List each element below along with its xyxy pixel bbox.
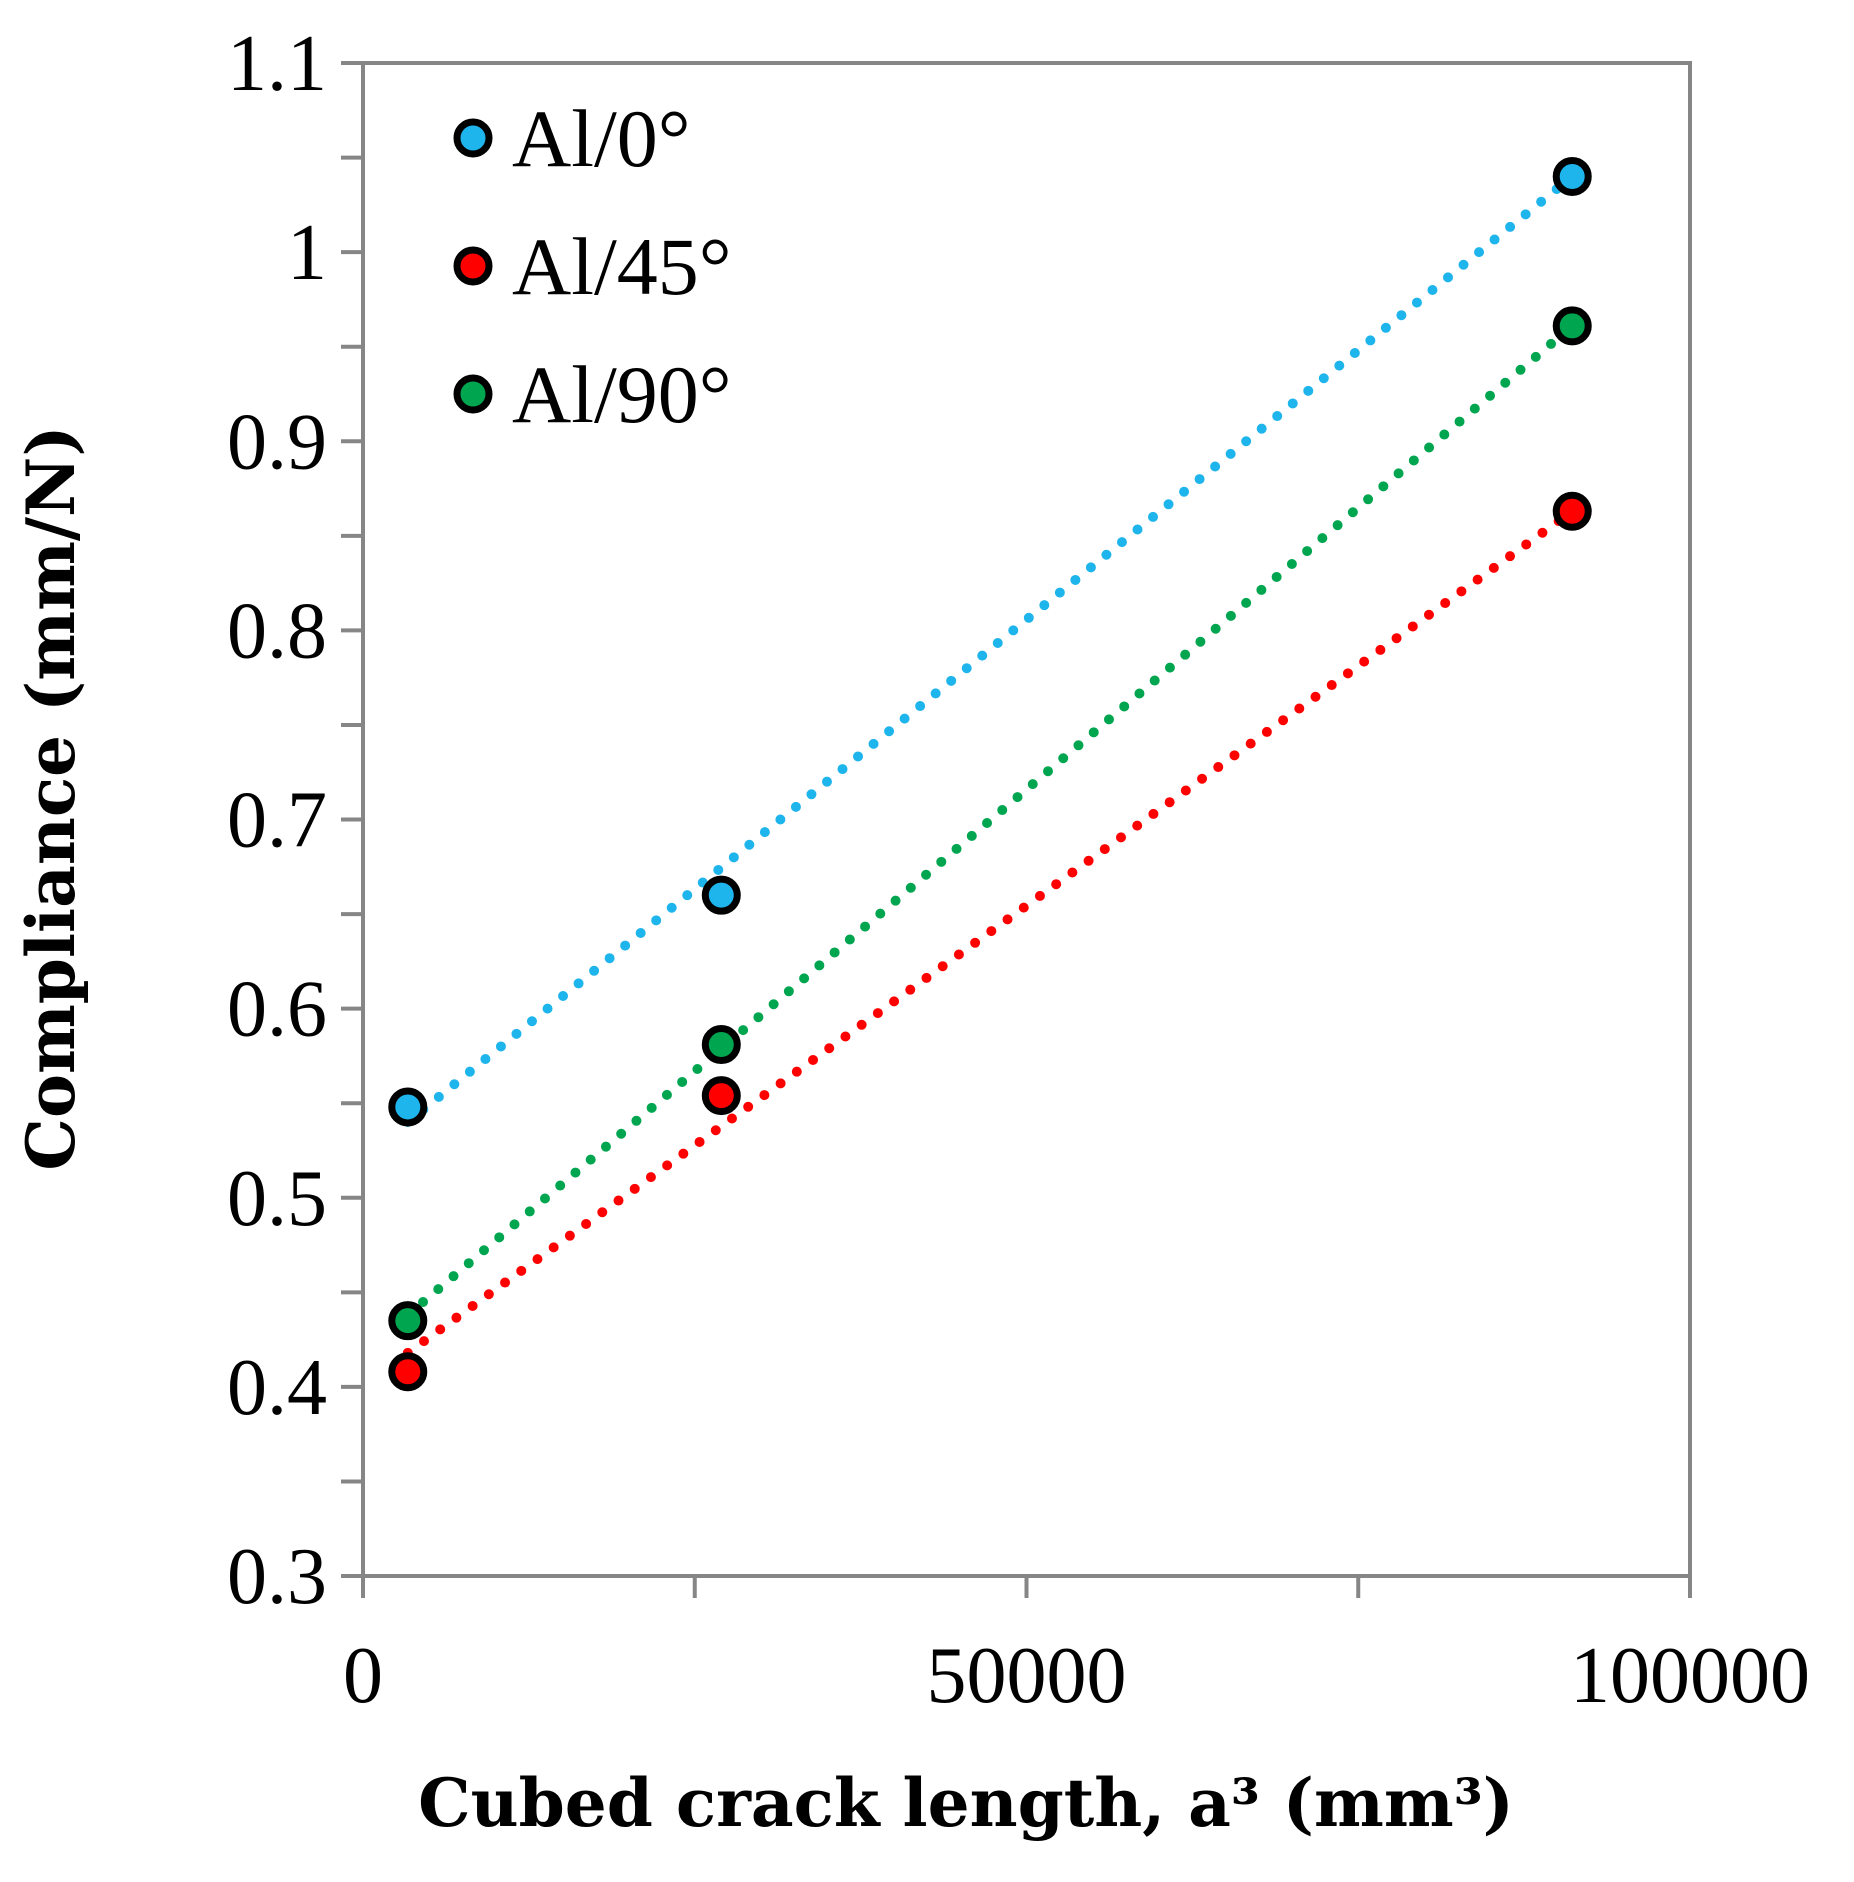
y-axis: 0.3 0.4 0.5 0.6 0.7 0.8 0.9 1 1.1	[227, 20, 363, 1621]
legend-marker	[453, 374, 493, 414]
y-tick-label: 0.4	[227, 1344, 327, 1432]
legend-label: Al/0°	[512, 93, 691, 184]
legend: Al/0° Al/45° Al/90°	[453, 93, 732, 440]
data-point	[388, 1301, 428, 1341]
x-axis-title: Cubed crack length, a³ (mm³)	[418, 1764, 1514, 1842]
y-tick-label: 0.6	[227, 966, 327, 1054]
y-tick-label: 0.5	[227, 1155, 327, 1243]
y-tick-label: 0.7	[227, 777, 327, 865]
legend-label: Al/90°	[512, 349, 732, 440]
y-tick-label: 1	[287, 209, 327, 297]
data-point	[388, 1087, 428, 1127]
data-points	[388, 156, 1592, 1392]
x-tick-label: 0	[343, 1632, 383, 1720]
data-point	[1552, 491, 1592, 531]
trendline	[402, 506, 1578, 1358]
data-point	[1552, 306, 1592, 346]
legend-marker	[453, 118, 493, 158]
y-tick-label: 0.9	[227, 398, 327, 486]
x-tick-label: 100000	[1570, 1632, 1810, 1720]
legend-label: Al/45°	[512, 221, 732, 312]
y-tick-label: 0.8	[227, 587, 327, 675]
trendline	[402, 320, 1578, 1321]
data-point	[701, 875, 741, 915]
legend-marker	[453, 246, 493, 286]
y-tick-label: 1.1	[227, 20, 327, 108]
x-tick-label: 50000	[927, 1632, 1127, 1720]
y-tick-label: 0.3	[227, 1533, 327, 1621]
data-point	[701, 1025, 741, 1065]
data-point	[1552, 156, 1592, 196]
trendline	[402, 171, 1578, 1128]
data-point	[701, 1076, 741, 1116]
data-point	[388, 1352, 428, 1392]
trendlines	[402, 171, 1578, 1358]
x-axis: 0 50000 100000	[343, 1576, 1810, 1720]
y-axis-title: Compliance (mm/N)	[12, 425, 90, 1170]
